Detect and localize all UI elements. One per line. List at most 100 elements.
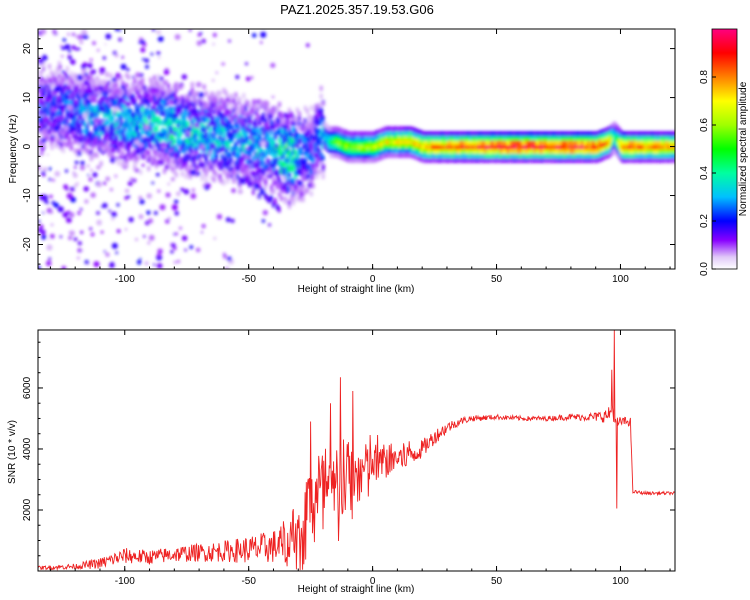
spectrogram-cell — [42, 211, 45, 214]
spectrogram-cell — [299, 190, 303, 196]
spectrogram-cell — [216, 147, 220, 153]
spectrogram-cell — [638, 140, 642, 146]
spectrogram-cell — [115, 156, 119, 160]
spectrogram-cell — [337, 131, 341, 137]
spectrogram-cell — [402, 135, 406, 141]
spectrogram-cell — [410, 140, 414, 145]
spectrogram-cell — [214, 117, 218, 123]
spectrogram-cell — [658, 131, 662, 137]
spectrogram-cell — [155, 162, 159, 167]
spectrogram-cell — [55, 66, 59, 72]
spectrogram-cell — [153, 75, 157, 81]
spectrogram-cell — [271, 170, 274, 173]
spectrogram-cell — [640, 144, 644, 150]
spectrogram-cell — [599, 134, 603, 140]
spectrogram-cell — [615, 146, 619, 152]
spectrogram-cell — [309, 169, 313, 175]
spectrogram-cell — [313, 150, 317, 156]
spectrogram-cell — [303, 159, 307, 165]
spectrogram-cell — [353, 148, 357, 154]
spectrogram-cell — [486, 131, 490, 137]
spectrogram-cell — [139, 199, 145, 205]
spectrogram-cell — [668, 157, 672, 163]
spectrogram-cell — [621, 131, 625, 137]
spectrogram-cell — [232, 98, 236, 104]
spectrogram-cell — [270, 185, 274, 191]
spectrogram-cell — [533, 140, 537, 146]
spectrogram-cell — [71, 92, 75, 98]
spectrogram-cell — [135, 136, 139, 142]
spectrogram-cell — [289, 160, 293, 166]
spectrogram-cell — [156, 29, 162, 35]
spectrogram-cell — [123, 122, 127, 128]
spectrogram-cell — [159, 133, 163, 138]
spectrogram-cell — [462, 157, 466, 163]
spectrogram-cell — [329, 130, 333, 136]
spectrogram-cell — [656, 144, 660, 150]
spectrogram-cell — [79, 102, 83, 108]
spectrogram-cell — [111, 217, 115, 221]
spectrogram-cell — [430, 131, 434, 137]
spectrogram-cell — [307, 121, 311, 127]
spectrogram-cell — [454, 131, 458, 137]
spectrogram-cell — [250, 76, 254, 80]
spectrogram-cell — [410, 126, 414, 132]
spectrogram-cell — [593, 140, 597, 146]
spectrogram-cell — [585, 144, 589, 150]
spectrogram-cell — [125, 122, 129, 128]
spectrogram-cell — [218, 161, 222, 167]
spectrogram-cell — [236, 159, 240, 165]
spectrogram-cell — [553, 157, 557, 163]
spectrogram-cell — [375, 156, 379, 162]
spectrogram-cell — [143, 90, 147, 96]
spectrogram-cell — [105, 89, 109, 95]
spectrogram-cell — [238, 183, 242, 188]
spectrogram-cell — [341, 146, 345, 152]
spectrogram-cell — [345, 152, 349, 158]
spectrogram-cell — [153, 110, 157, 116]
spectrogram-cell — [91, 133, 95, 139]
spectrogram-cell — [149, 83, 153, 89]
spectrogram-cell — [361, 135, 365, 141]
spectrogram-cell — [214, 147, 218, 153]
spectrogram-cell — [75, 108, 79, 114]
spectrogram-cell — [160, 132, 165, 138]
spectrogram-cell — [236, 147, 240, 153]
spectrogram-cell — [575, 131, 579, 137]
spectrogram-cell — [206, 160, 210, 166]
spectrogram-cell — [109, 99, 113, 104]
spectrogram-cell — [498, 153, 502, 159]
spectrogram-cell — [136, 259, 142, 265]
spectrogram-cell — [496, 144, 500, 150]
spectrogram-cell — [341, 142, 345, 147]
spectrogram-cell — [319, 152, 323, 158]
spectrogram-cell — [547, 157, 551, 163]
spectrogram-cell — [500, 144, 504, 150]
spectrogram-cell — [636, 131, 640, 137]
spectrogram-cell — [658, 157, 662, 163]
spectrogram-cell — [65, 74, 69, 80]
spectrogram-cell — [559, 140, 563, 146]
spectrogram-cell — [617, 140, 621, 145]
spectrogram-cell — [110, 122, 115, 127]
spectrogram-cell — [589, 140, 593, 146]
spectrogram-cell — [365, 153, 369, 159]
spectrogram-cell — [335, 144, 339, 150]
spectrogram-cell — [48, 178, 52, 181]
spectrogram-cell — [135, 85, 139, 90]
spectrogram-cell — [260, 162, 264, 168]
spectrogram-cell — [541, 153, 545, 159]
spectrogram-cell — [53, 117, 58, 123]
spectrogram-cell — [644, 153, 648, 159]
spectrogram-cell — [194, 115, 198, 121]
spectrogram-cell — [343, 156, 347, 161]
spectrogram-cell — [226, 152, 230, 158]
spectrogram-cell — [299, 137, 303, 143]
spectrogram-cell — [609, 151, 613, 157]
spectrogram-cell — [123, 104, 127, 110]
spectrogram-cell — [188, 153, 192, 159]
spectrogram-cell — [454, 144, 458, 150]
spectrogram-cell — [178, 161, 182, 167]
spectrogram-cell — [452, 153, 456, 159]
spectrogram-cell — [297, 195, 301, 201]
